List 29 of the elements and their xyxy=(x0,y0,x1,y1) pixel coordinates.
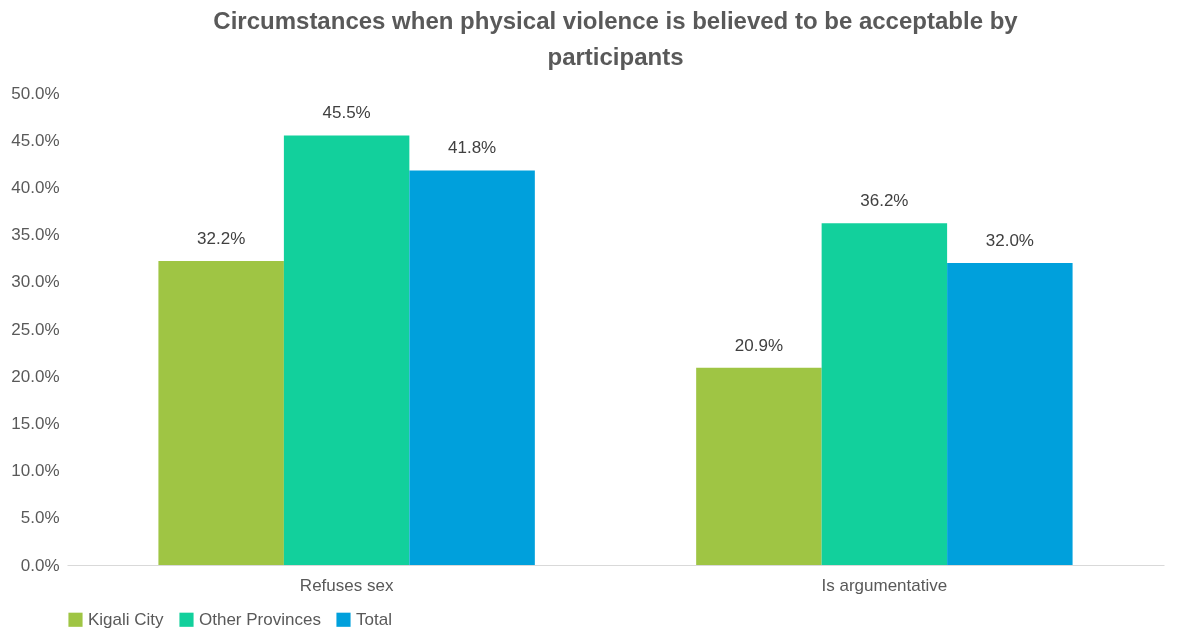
y-tick-label: 5.0% xyxy=(20,508,60,528)
y-tick-label: 35.0% xyxy=(11,225,60,245)
data-label: 32.0% xyxy=(985,230,1034,250)
y-tick-label: 20.0% xyxy=(11,366,60,386)
data-label: 36.2% xyxy=(860,191,909,211)
data-label: 32.2% xyxy=(197,229,246,249)
y-tick-label: 0.0% xyxy=(20,555,60,575)
legend-label: Other Provinces xyxy=(199,609,321,629)
bar xyxy=(696,367,822,565)
y-tick-label: 40.0% xyxy=(11,177,60,197)
legend-label: Total xyxy=(356,609,392,629)
x-tick-label: Refuses sex xyxy=(299,575,394,595)
bar xyxy=(821,223,948,565)
y-tick-label: 10.0% xyxy=(11,461,60,481)
y-tick-label: 50.0% xyxy=(11,83,60,103)
y-tick-label: 30.0% xyxy=(11,272,60,292)
data-label: 45.5% xyxy=(322,103,371,123)
legend-label: Kigali City xyxy=(88,609,165,629)
y-tick-label: 45.0% xyxy=(11,130,60,150)
bar xyxy=(158,261,284,565)
bar xyxy=(283,135,410,565)
bar xyxy=(947,262,1073,565)
bar xyxy=(409,170,535,565)
y-tick-label: 15.0% xyxy=(11,413,60,433)
data-label: 20.9% xyxy=(734,335,783,355)
data-label: 41.8% xyxy=(448,138,497,158)
x-tick-label: Is argumentative xyxy=(821,575,948,595)
chart-title: Circumstances when physical violence is believed to be acceptable by participants xyxy=(213,7,1019,70)
y-tick-label: 25.0% xyxy=(11,319,60,339)
